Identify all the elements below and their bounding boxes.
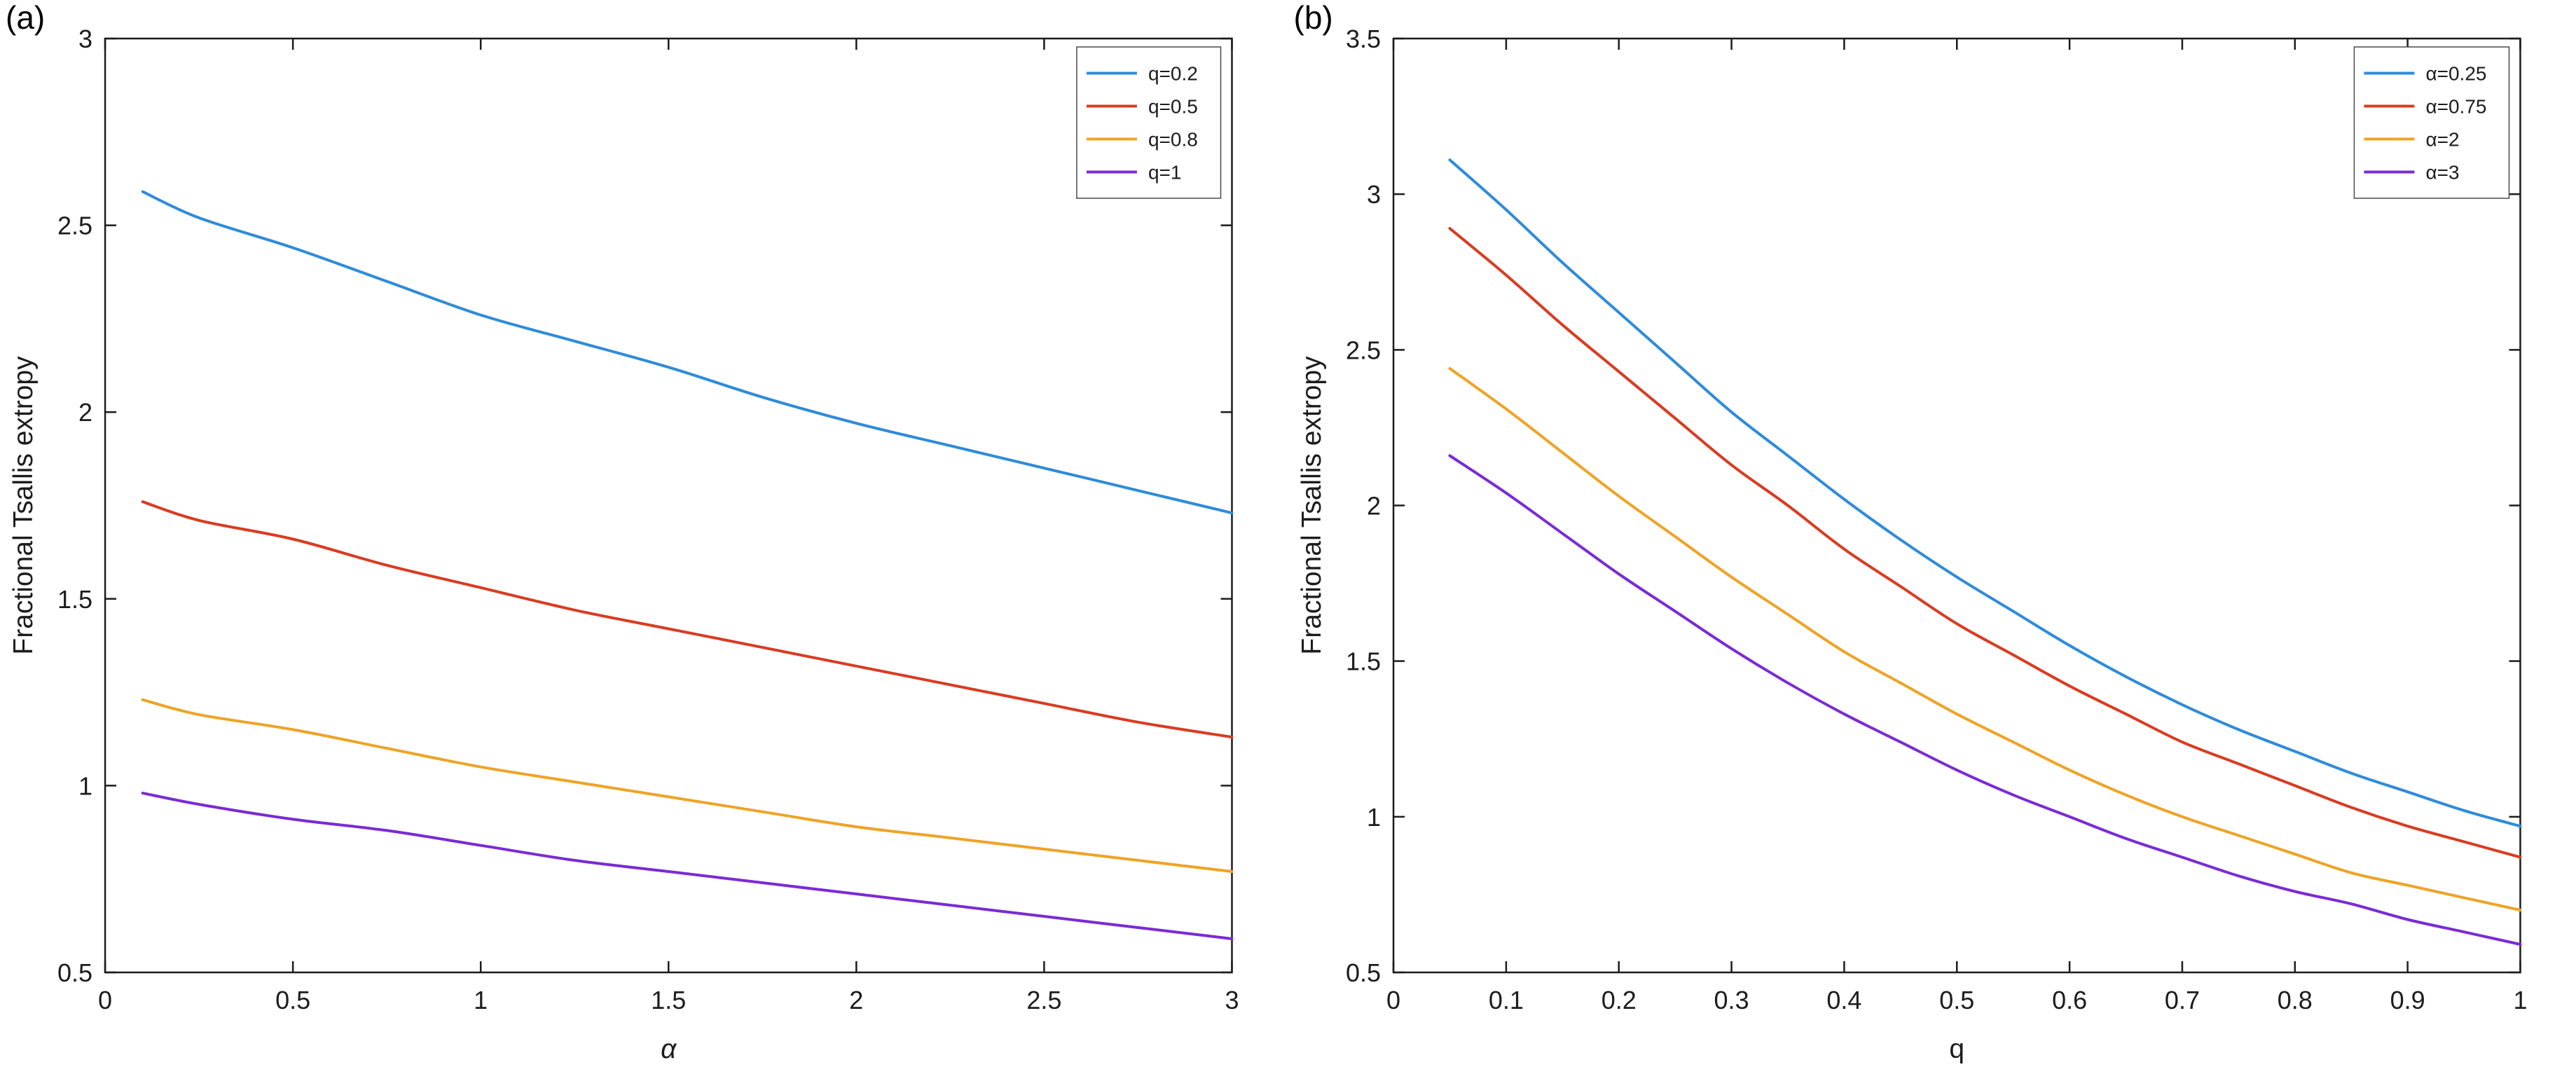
series-line bbox=[141, 190, 1234, 515]
panel-b: (b) 0 0.1 0.2 0.3 0.4 0.5 0.6 0.7 0.8 0.9 1 0.5 1 1.5… bbox=[1288, 0, 2576, 1081]
x-tick-label: 0.9 bbox=[2390, 986, 2425, 1014]
legend-label: q=0.2 bbox=[1148, 63, 1198, 85]
x-tick-label: 0.5 bbox=[275, 986, 310, 1014]
y-tick-label: 3 bbox=[1367, 180, 1381, 209]
x-tick-label: 2.5 bbox=[1026, 986, 1061, 1014]
series-line bbox=[1447, 366, 2521, 912]
x-tick-label: 0.3 bbox=[1714, 986, 1749, 1014]
x-tick-label: 3 bbox=[1225, 986, 1239, 1014]
y-tick-label: 1 bbox=[1367, 803, 1381, 832]
x-tick-label: 0 bbox=[98, 986, 112, 1014]
x-tick-label: 1 bbox=[2513, 986, 2527, 1014]
series-line bbox=[1447, 454, 2521, 946]
chart-b: 0 0.1 0.2 0.3 0.4 0.5 0.6 0.7 0.8 0.9 1 0.5 1 1.5 2 2.5… bbox=[1297, 25, 2527, 1064]
legend-label: α=0.25 bbox=[2425, 63, 2486, 85]
x-tick-label: 0.7 bbox=[2164, 986, 2199, 1014]
series-line bbox=[141, 698, 1234, 873]
y-tick-label: 2 bbox=[78, 398, 92, 427]
y-tick-label: 2 bbox=[1367, 492, 1381, 521]
x-tick-label: 0.2 bbox=[1601, 986, 1636, 1014]
x-tick-label: 1 bbox=[474, 986, 488, 1014]
series-line bbox=[1447, 158, 2521, 828]
series-line bbox=[141, 500, 1234, 739]
x-tick-label: 2 bbox=[849, 986, 863, 1014]
y-tick-label: 2.5 bbox=[57, 212, 92, 240]
x-tick-label: 0.1 bbox=[1488, 986, 1523, 1014]
y-tick-label: 3.5 bbox=[1345, 25, 1380, 53]
legend-label: q=0.5 bbox=[1148, 96, 1198, 118]
legend-label: q=1 bbox=[1148, 162, 1182, 184]
y-tick-label: 3 bbox=[78, 25, 92, 53]
y-axis-label: Fractional Tsallis extropy bbox=[8, 356, 39, 655]
x-tick-label: 1.5 bbox=[651, 986, 686, 1014]
axis-box bbox=[1392, 37, 2521, 974]
panel-a: (a) 0 0.5 1 1.5 2 2.5 3 0.5 1 1.5 2 2.5 3 α Fractional… bbox=[6, 0, 1239, 1064]
x-tick-label: 0.8 bbox=[2277, 986, 2312, 1014]
y-tick-label: 1 bbox=[78, 771, 92, 800]
panel-label-a: (a) bbox=[6, 0, 46, 36]
x-axis-label: q bbox=[1949, 1034, 1964, 1064]
panel-label-b: (b) bbox=[1293, 0, 1333, 36]
x-axis-label: α bbox=[661, 1034, 677, 1064]
y-tick-label: 2.5 bbox=[1345, 336, 1380, 364]
series-line bbox=[1447, 227, 2521, 859]
legend-label: α=3 bbox=[2425, 162, 2459, 184]
x-tick-label: 0.6 bbox=[2052, 986, 2087, 1014]
series-line bbox=[141, 792, 1234, 940]
legend-label: α=0.75 bbox=[2425, 96, 2486, 118]
x-tick-label: 0.4 bbox=[1826, 986, 1861, 1014]
y-tick-label: 0.5 bbox=[57, 958, 92, 987]
y-tick-label: 1.5 bbox=[1345, 647, 1380, 676]
y-tick-label: 0.5 bbox=[1345, 958, 1380, 987]
legend-label: q=0.8 bbox=[1148, 129, 1198, 151]
axis-box bbox=[104, 37, 1233, 974]
y-tick-label: 1.5 bbox=[57, 585, 92, 614]
y-axis-label: Fractional Tsallis extropy bbox=[1297, 356, 1327, 655]
x-tick-label: 0.5 bbox=[1939, 986, 1974, 1014]
x-tick-label: 0 bbox=[1386, 986, 1400, 1014]
legend-label: α=2 bbox=[2425, 129, 2459, 151]
